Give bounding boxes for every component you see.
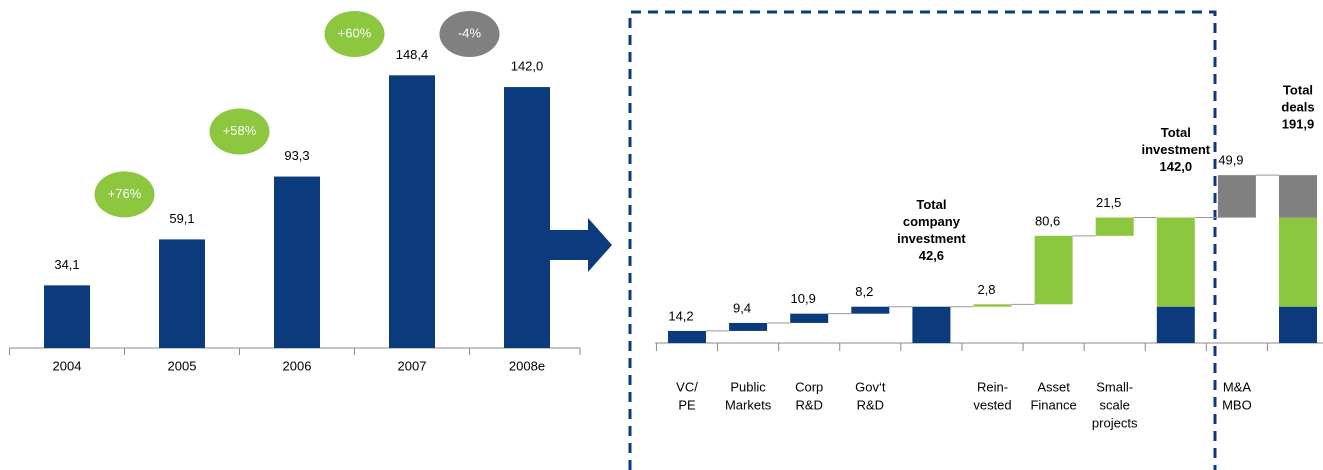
x-tick-label: Gov‘t [855,379,886,394]
step-bar [851,306,890,314]
total-name: Total [1283,83,1313,98]
value-label: 148,4 [396,47,429,62]
total-segment [912,306,951,343]
x-tick-label: 2006 [283,358,312,373]
total-segment [1156,217,1195,307]
growth-label: +60% [338,25,372,40]
growth-bubble [324,11,385,57]
growth-bubble [439,11,500,57]
growth-label: -4% [458,25,482,40]
dashed-frame [628,10,1217,470]
growth-bubble [94,171,155,218]
x-tick-label: Finance [1030,397,1076,412]
value-label: 93,3 [284,148,309,163]
x-tick-label: scale [1100,397,1130,412]
value-label: 59,1 [169,211,194,226]
bar [44,285,90,348]
x-tick-label: Corp [795,379,823,394]
x-tick-label: Public [730,379,766,394]
step-bar [973,304,1012,307]
x-tick-label: 2004 [53,358,82,373]
x-tick-label: VC/ [676,379,698,394]
total-value: 191,9 [1282,117,1315,132]
value-label: 14,2 [668,308,693,323]
step-bar [790,313,829,323]
total-segment [1279,175,1317,218]
total-name: company [903,214,961,229]
x-tick-label: 2005 [168,358,197,373]
x-tick-label: 2007 [398,358,427,373]
total-name: investment [1141,142,1210,157]
value-label: 80,6 [1035,213,1060,228]
step-bar [668,330,706,343]
value-label: 34,1 [54,257,79,272]
value-label: 9,4 [733,300,751,315]
x-tick-label: Rein- [977,379,1008,394]
arrow [550,218,612,272]
step-bar [1034,235,1073,305]
step-bar [729,322,768,331]
total-value: 42,6 [919,248,944,263]
step-bar [1095,217,1134,236]
x-tick-label: Markets [725,397,772,412]
total-segment [1279,306,1317,343]
bar [389,75,435,348]
x-tick-label: R&D [857,397,884,412]
x-tick-label: M&A [1223,379,1252,394]
x-tick-label: projects [1092,415,1138,430]
total-value: 142,0 [1160,159,1193,174]
x-tick-label: 2008e [509,358,545,373]
total-name: Total [916,197,946,212]
x-tick-label: Asset [1037,379,1070,394]
x-tick-label: PE [678,397,696,412]
value-label: 21,5 [1096,195,1121,210]
growth-label: +58% [223,123,257,138]
value-label: 2,8 [977,282,995,297]
bar [274,176,320,348]
total-name: deals [1281,100,1314,115]
x-tick-label: MBO [1222,397,1252,412]
total-name: Total [1161,125,1191,140]
value-label: 8,2 [855,284,873,299]
value-label: 142,0 [511,59,544,74]
growth-label: +76% [108,186,142,201]
bar [504,87,550,348]
total-name: investment [897,231,966,246]
value-label: 10,9 [791,291,816,306]
total-segment [1279,217,1317,307]
value-label: 49,9 [1218,153,1243,168]
x-tick-label: vested [973,397,1011,412]
x-tick-label: Small- [1096,379,1133,394]
bar [159,239,205,348]
x-tick-label: R&D [795,397,822,412]
total-segment [1156,306,1195,343]
growth-bubble [209,108,270,155]
step-bar [1217,175,1256,218]
